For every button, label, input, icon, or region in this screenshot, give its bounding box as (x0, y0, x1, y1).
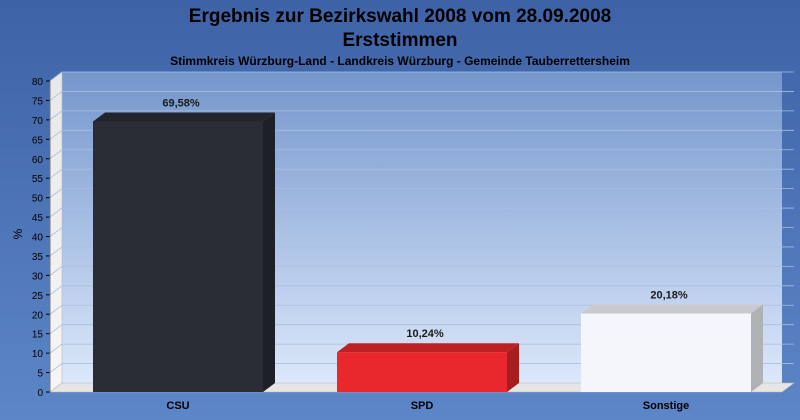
y-tick-label: 15 (32, 330, 44, 341)
data-label-spd: 10,24% (406, 328, 444, 340)
grid-line (49, 304, 794, 315)
grid-line (49, 188, 794, 198)
bar-top-sonstige (581, 304, 763, 314)
y-tick-label: 0 (37, 388, 43, 399)
grid-line (49, 363, 794, 373)
y-tick-label: 50 (32, 194, 44, 205)
grid-line (49, 129, 794, 140)
y-tick-label: 60 (32, 155, 44, 166)
y-tick-label: 5 (37, 369, 43, 380)
grid-line (49, 265, 794, 276)
grid-line (49, 207, 794, 218)
y-axis-label: % (11, 228, 25, 239)
y-tick-label: 65 (32, 135, 44, 146)
grid-line (49, 343, 794, 354)
y-tick-label: 25 (32, 291, 44, 302)
y-tick-label: 80 (32, 77, 44, 88)
chart-title: Ergebnis zur Bezirkswahl 2008 vom 28.09.… (189, 6, 611, 27)
bar-side-csu (263, 112, 275, 392)
grid-line (49, 91, 794, 101)
x-tick-label-sonstige: Sonstige (643, 400, 689, 412)
data-label-csu: 69,58% (162, 98, 200, 110)
bar-top-spd (337, 343, 519, 353)
grid-line (49, 324, 794, 335)
grid-line (49, 227, 794, 237)
bar-sonstige (581, 313, 751, 392)
plot-area: 0 5 10 15 20 25 30 35 40 45 50 55 60 65 70 75 80 69,58% CS… (32, 71, 795, 412)
bar-side-spd (507, 343, 519, 392)
y-tick-label: 10 (32, 349, 44, 360)
bar-top-csu (93, 112, 275, 122)
grid-line (49, 168, 794, 179)
y-tick-label: 30 (32, 271, 44, 282)
grid-line (49, 110, 794, 121)
grid-line (49, 71, 794, 82)
data-label-sonstige: 20,18% (650, 290, 688, 302)
y-tick-label: 45 (32, 213, 44, 224)
x-tick-label-spd: SPD (411, 400, 434, 412)
y-tick-label: 35 (32, 252, 44, 263)
y-tick-label: 75 (32, 96, 44, 107)
chart-title-line2: Erststimmen (342, 30, 457, 51)
y-tick-label: 55 (32, 174, 44, 185)
y-tick-label: 70 (32, 116, 44, 127)
bar-side-sonstige (751, 304, 763, 392)
y-tick-label: 20 (32, 310, 44, 321)
grid-line (49, 285, 794, 296)
grid-line (49, 246, 794, 257)
bar-spd (337, 352, 507, 392)
y-tick-label: 40 (32, 233, 44, 244)
grid-line (49, 149, 794, 160)
bar-csu (93, 121, 263, 392)
x-tick-label-csu: CSU (166, 400, 189, 412)
chart-subtitle: Stimmkreis Würzburg-Land - Landkreis Wür… (170, 54, 630, 68)
